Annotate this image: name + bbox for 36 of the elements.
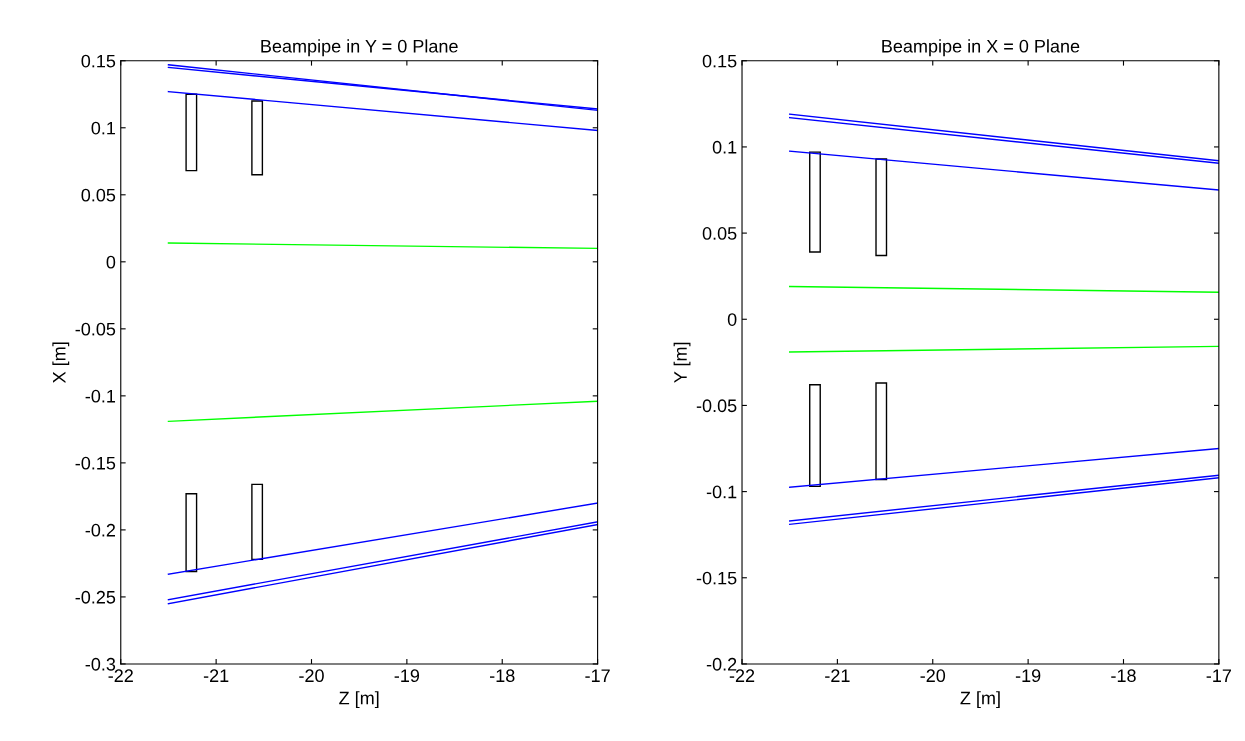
y-tick-label: -0.2: [706, 657, 737, 671]
y-tick-label: -0.1: [706, 485, 737, 499]
y-axis-title: X [m]: [52, 342, 70, 384]
x-tick-label: -18: [1111, 669, 1136, 683]
y-tick-label: -0.05: [696, 399, 737, 413]
y-tick-label: -0.2: [85, 523, 115, 537]
x-tick-label: -17: [1206, 669, 1231, 682]
y-tick-label: 0.15: [81, 54, 116, 68]
y-tick-label: 0.15: [702, 54, 737, 68]
x-axis-title: Z [m]: [960, 691, 1000, 709]
chart-title: Beampipe in Y = 0 Plane: [261, 39, 458, 57]
y-tick-label: 0: [106, 255, 116, 269]
x-tick-label: -20: [920, 669, 946, 683]
x-tick-label: -22: [729, 669, 755, 682]
y-tick-label: -0.05: [75, 322, 116, 336]
x-tick-label: -20: [299, 669, 324, 683]
y-tick-label: -0.15: [696, 571, 737, 585]
x-tick-label: -21: [825, 669, 850, 682]
x-tick-label: -21: [203, 669, 229, 682]
x-axis-title: Z [m]: [339, 691, 379, 709]
x-tick-label: -19: [394, 669, 420, 683]
x-tick-label: -19: [1015, 669, 1041, 683]
y-tick-label: -0.25: [75, 590, 116, 604]
y-tick-label: 0.05: [81, 188, 116, 202]
y-tick-label: -0.3: [85, 657, 116, 671]
x-tick-label: -17: [585, 669, 610, 682]
y-tick-label: 0.05: [702, 227, 737, 240]
y-tick-label: 0.1: [712, 140, 737, 154]
y-tick-label: -0.1: [85, 389, 116, 403]
chart-title: Beampipe in X = 0 Plane: [882, 39, 1080, 57]
y-tick-label: 0.1: [91, 121, 116, 135]
y-tick-label: 0: [727, 313, 737, 326]
y-axis-title: Y [m]: [673, 342, 691, 383]
y-tick-label: -0.15: [75, 456, 116, 470]
x-tick-label: -18: [489, 669, 515, 683]
x-tick-label: -22: [108, 669, 133, 682]
